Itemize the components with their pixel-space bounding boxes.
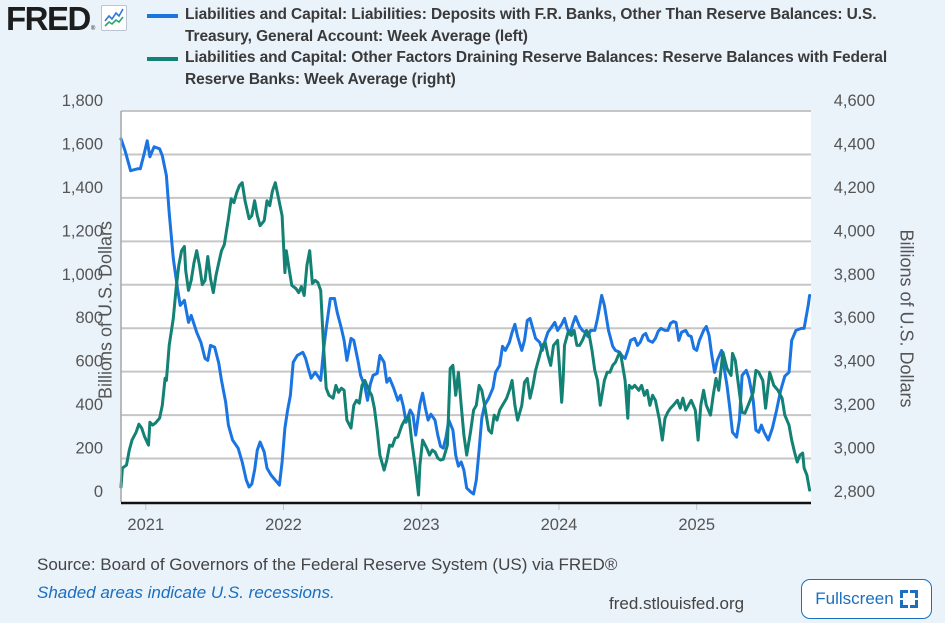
chart-header: FRED ® Liabilities and Capital: Liabilit… [0,0,945,95]
fullscreen-button[interactable]: Fullscreen [801,579,932,619]
fred-logo[interactable]: FRED ® [6,0,128,37]
y-axis-left: 0 200 400 600 800 1,000 1,200 1,400 1,600 1,800 [62,92,103,501]
y-tick-label-left: 1,600 [62,135,103,153]
y-tick-label-right: 3,400 [834,353,875,371]
x-axis: 2021 2022 2023 2024 2025 [127,502,715,534]
series-line-reserve-balances [119,181,812,497]
registered-mark: ® [90,26,96,32]
legend-label: Liabilities and Capital: Liabilities: De… [185,6,877,45]
legend-swatch-blue [147,14,178,18]
y-tick-label-left: 1,200 [62,222,103,240]
x-tick-label: 2022 [265,516,302,534]
y-tick-label-left: 0 [94,483,103,501]
series-line-treasury-general-account [119,137,812,496]
y-tick-label-left: 800 [75,309,103,327]
y-axis-right: 2,800 3,000 3,200 3,400 3,600 3,800 4,000 4,200… [834,92,875,501]
fullscreen-label: Fullscreen [815,589,894,608]
y-tick-label-right: 3,600 [834,309,875,327]
y-tick-label-left: 1,000 [62,266,103,284]
y-axis-right-title: Billions of U.S. Dollars [896,229,917,408]
y-tick-label-right: 4,200 [834,179,875,197]
fred-url[interactable]: fred.stlouisfed.org [609,594,745,613]
x-tick-label: 2025 [678,516,715,534]
legend-label: Liabilities and Capital: Other Factors D… [185,49,888,88]
y-tick-label-left: 400 [75,396,103,414]
line-chart-icon [101,5,128,31]
y-tick-label-left: 600 [75,353,103,371]
y-tick-label-right: 3,200 [834,396,875,414]
y-tick-label-right: 4,600 [834,92,875,110]
legend-item-series-2[interactable]: Liabilities and Capital: Other Factors D… [147,47,937,90]
legend-swatch-green [147,57,178,61]
y-tick-label-right: 3,000 [834,440,875,458]
x-tick-label: 2024 [541,516,578,534]
fred-logo-text: FRED [6,0,91,37]
y-tick-label-right: 2,800 [834,483,875,501]
y-axis-left-title: Billions of U.S. Dollars [95,220,116,400]
y-tick-label-left: 200 [75,440,103,458]
x-tick-label: 2023 [403,516,440,534]
x-tick-label: 2021 [127,516,164,534]
y-tick-label-left: 1,800 [62,92,103,110]
y-tick-label-right: 4,000 [834,222,875,240]
y-tick-label-right: 3,800 [834,266,875,284]
recession-note-link[interactable]: Shaded areas indicate U.S. recessions. [37,583,335,602]
chart-legend: Liabilities and Capital: Liabilities: De… [147,4,937,90]
y-tick-label-left: 1,400 [62,179,103,197]
y-tick-label-right: 4,400 [834,135,875,153]
expand-icon [899,590,918,608]
legend-item-series-1[interactable]: Liabilities and Capital: Liabilities: De… [147,4,937,47]
series-lines [119,137,812,497]
plot-area [121,111,811,502]
source-note: Source: Board of Governors of the Federa… [37,555,618,574]
